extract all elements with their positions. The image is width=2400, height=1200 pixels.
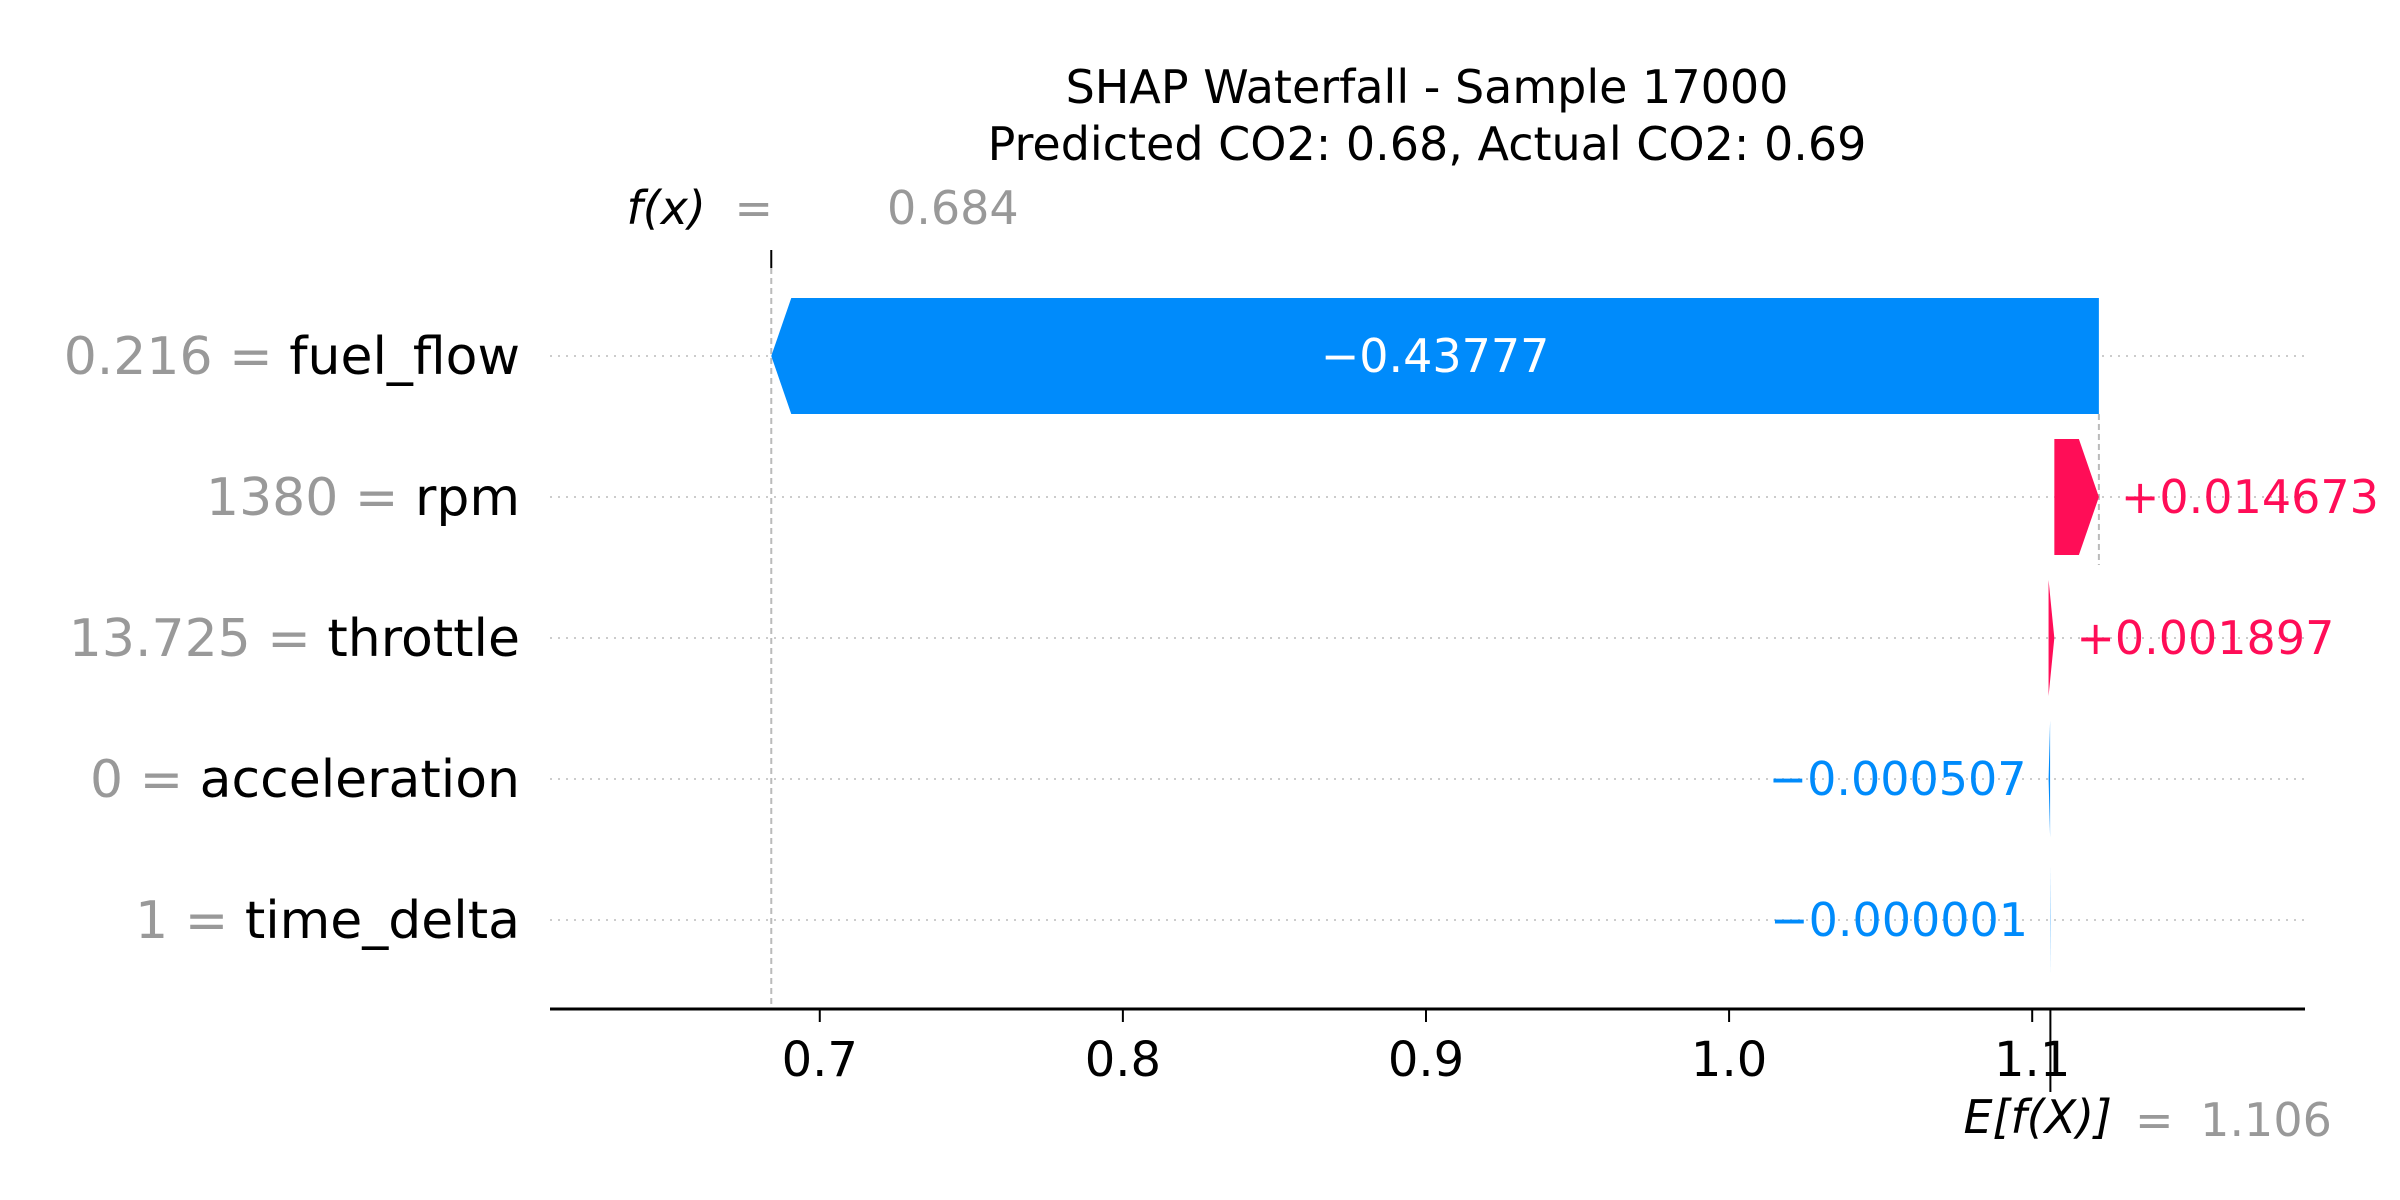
bar-label-rpm: +0.014673 xyxy=(2121,470,2379,524)
x-axis-ticks: 0.7 0.8 0.9 1.0 1.1 xyxy=(782,1009,2070,1088)
bar-throttle xyxy=(2048,580,2055,696)
x-tick-label: 1.1 xyxy=(1994,1032,2070,1088)
feature-value: 0.216 = xyxy=(64,327,290,387)
fx-value: 0.684 xyxy=(887,181,1019,235)
feature-name: rpm xyxy=(415,468,520,528)
feature-label-fuel_flow: 0.216 = fuel_flow xyxy=(64,327,520,387)
bar-acceleration xyxy=(2048,721,2051,837)
reference-lines xyxy=(770,250,2100,1092)
bar-value-labels: −0.43777 +0.014673 +0.001897 −0.000507 −0.00… xyxy=(1321,329,2379,947)
x-tick-label: 0.8 xyxy=(1085,1032,1161,1088)
feature-name: time_delta xyxy=(245,891,520,951)
fx-label: f(x) xyxy=(627,181,706,235)
waterfall-bars xyxy=(771,298,2099,978)
feature-grid-lines xyxy=(550,355,2305,921)
base-label: E[f(X)] xyxy=(1963,1090,2112,1144)
svg-text:f(x) =: f(x) = xyxy=(627,181,773,235)
bar-label-throttle: +0.001897 xyxy=(2076,611,2334,665)
feature-value: 13.725 = xyxy=(69,609,328,669)
feature-label-throttle: 13.725 = throttle xyxy=(69,609,520,669)
feature-name: acceleration xyxy=(200,750,520,810)
bar-label-fuel_flow: −0.43777 xyxy=(1321,329,1550,383)
x-tick-label: 0.9 xyxy=(1388,1032,1464,1088)
x-tick-label: 0.7 xyxy=(782,1032,858,1088)
feature-name: fuel_flow xyxy=(289,327,520,387)
bar-label-time_delta: −0.000001 xyxy=(1770,893,2028,947)
feature-label-time_delta: 1 = time_delta xyxy=(135,891,520,951)
base-value-annotation: E[f(X)] = 1.106 xyxy=(1963,1090,2331,1147)
feature-value: 1 = xyxy=(135,891,245,951)
feature-value: 1380 = xyxy=(206,468,415,528)
feature-name: throttle xyxy=(327,609,520,669)
bar-label-acceleration: −0.000507 xyxy=(1769,752,2027,806)
base-equals: = xyxy=(2135,1093,2174,1147)
bar-rpm xyxy=(2054,439,2099,555)
base-value: 1.106 xyxy=(2200,1093,2332,1147)
chart-title: SHAP Waterfall - Sample 17000 xyxy=(1066,60,1789,114)
feature-label-rpm: 1380 = rpm xyxy=(206,468,520,528)
svg-text:= 1.106: = 1.106 xyxy=(2135,1093,2332,1147)
feature-value: 0 = xyxy=(90,750,200,810)
fx-annotation: f(x) = 0.684 xyxy=(627,181,1019,235)
x-tick-label: 1.0 xyxy=(1691,1032,1767,1088)
bar-fuel_flow xyxy=(771,298,2099,414)
feature-label-acceleration: 0 = acceleration xyxy=(90,750,520,810)
feature-labels: 0.216 = fuel_flow 1380 = rpm 13.725 = thro… xyxy=(64,327,520,951)
chart-subtitle: Predicted CO2: 0.68, Actual CO2: 0.69 xyxy=(988,117,1867,171)
fx-equals: = xyxy=(734,181,773,235)
